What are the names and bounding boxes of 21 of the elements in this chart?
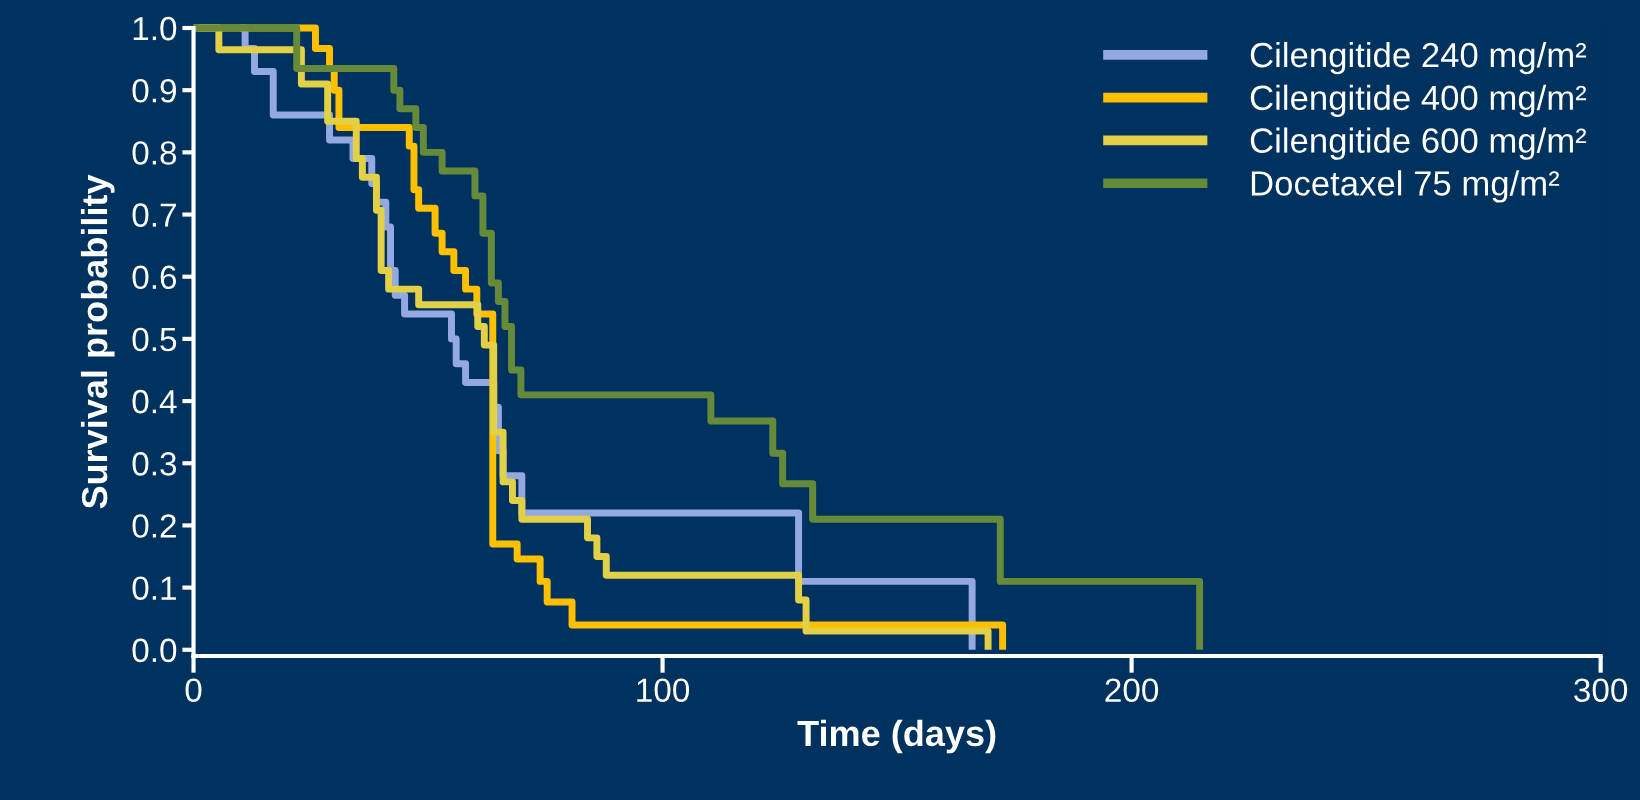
y-tick-label: 0.6: [132, 265, 177, 290]
y-tick-label: 0.2: [132, 514, 176, 538]
y-tick-label: 0.4: [132, 389, 177, 414]
x-tick-label: 200: [1105, 678, 1159, 703]
legend-label: Cilengitide 600 mg/m²: [1250, 127, 1587, 160]
y-tick-label: 1.0: [133, 16, 177, 41]
y-axis-title: Survival probability: [80, 174, 115, 509]
legend-label: Cilengitide 240 mg/m²: [1250, 41, 1587, 75]
y-tick-label: 0.1: [132, 576, 176, 601]
x-tick-label: 300: [1574, 678, 1628, 703]
legend-label: Docetaxel 75 mg/m²: [1251, 170, 1560, 203]
legend-label: Cilengitide 400 mg/m²: [1250, 84, 1587, 118]
y-tick-label: 0.3: [132, 452, 177, 476]
y-tick-label: 0.9: [132, 78, 176, 103]
x-tick-label: 100: [637, 678, 690, 703]
x-axis-title: Time (days): [797, 719, 996, 754]
y-tick-label: 0.8: [132, 141, 177, 165]
y-tick-label: 0.7: [132, 203, 176, 227]
y-tick-label: 0.5: [132, 327, 177, 352]
x-tick-label: 0: [185, 678, 202, 703]
y-tick-label: 0.0: [132, 638, 177, 663]
